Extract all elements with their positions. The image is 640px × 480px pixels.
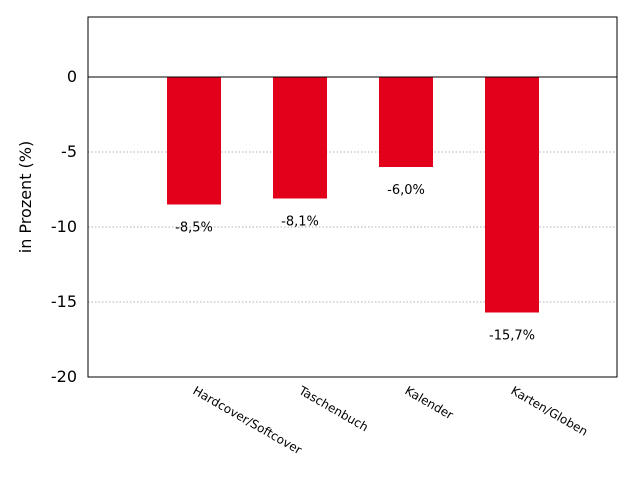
x-category-label: Kalender [403,383,456,422]
data-label: -8,1% [281,215,319,230]
data-label: -8,5% [175,221,213,236]
data-label: -6,0% [387,183,425,198]
bar [485,77,539,313]
bar [379,77,433,167]
y-tick-label: 0 [67,67,77,86]
x-category-label: Karten/Globen [509,383,591,438]
y-tick-label: -20 [51,367,77,386]
data-label: -15,7% [489,329,535,344]
bar [167,77,221,205]
data-labels: -8,5% -8,1% -6,0% -15,7% [175,183,535,344]
y-tick-labels: 0 -5 -10 -15 -20 [51,67,77,386]
y-tick-label: -5 [61,142,77,161]
bar [273,77,327,199]
x-category-label: Hardcover/Softcover [191,383,305,457]
y-tick-label: -10 [51,217,77,236]
plot-frame [87,16,618,378]
x-category-label: Taschenbuch [296,383,371,434]
bars [167,77,539,313]
y-tick-label: -15 [51,292,77,311]
y-axis-title: in Prozent (%) [16,141,35,253]
